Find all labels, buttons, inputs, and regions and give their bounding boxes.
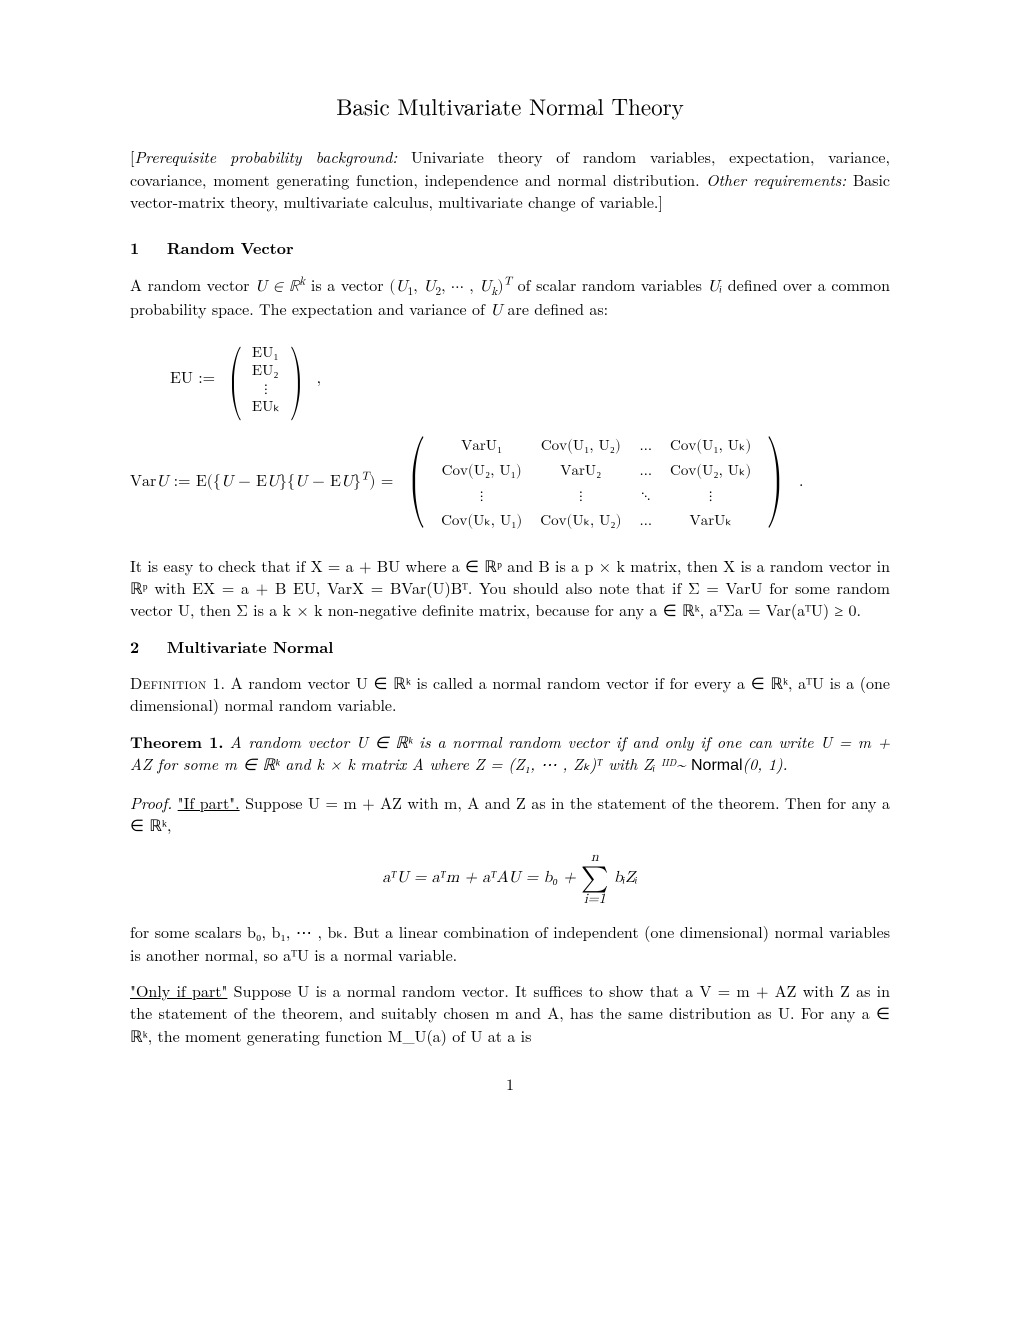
page-number: 1: [130, 1073, 890, 1095]
section-1-paragraph-2: It is easy to check that if X = a + BU w…: [130, 555, 890, 622]
equation-linear-combination: aᵀU = aᵀm + aᵀAU = b₀ + n ∑ i=1 bᵢZᵢ: [130, 850, 890, 907]
section-2-heading: 2 Multivariate Normal: [130, 636, 890, 658]
expectation-definition: EU := ( EU₁ EU₂ ⋮ EUₖ ) , VarU := E({U −…: [170, 343, 890, 535]
theorem-1: Theorem 1. A random vector U ∈ ℝᵏ is a n…: [130, 731, 890, 778]
proof-if-part: Proof. "If part". Suppose U = m + AZ wit…: [130, 792, 890, 837]
page-title: Basic Multivariate Normal Theory: [130, 90, 890, 122]
proof-if-part-cont: for some scalars b₀, b₁, ⋯ , bₖ. But a l…: [130, 921, 890, 966]
section-1-paragraph-1: A random vector U ∈ ℝk is a vector (U1, …: [130, 274, 890, 323]
definition-1: Definition 1. A random vector U ∈ ℝᵏ is …: [130, 672, 890, 717]
proof-only-if-part: "Only if part" Suppose U is a normal ran…: [130, 980, 890, 1047]
prerequisite-note: [Prerequisite probability background: Un…: [130, 146, 890, 213]
section-1-heading: 1 Random Vector: [130, 237, 890, 259]
variance-matrix: VarU₁Cov(U₁, U₂)…Cov(U₁, Uₖ) Cov(U₂, U₁)…: [435, 431, 757, 535]
